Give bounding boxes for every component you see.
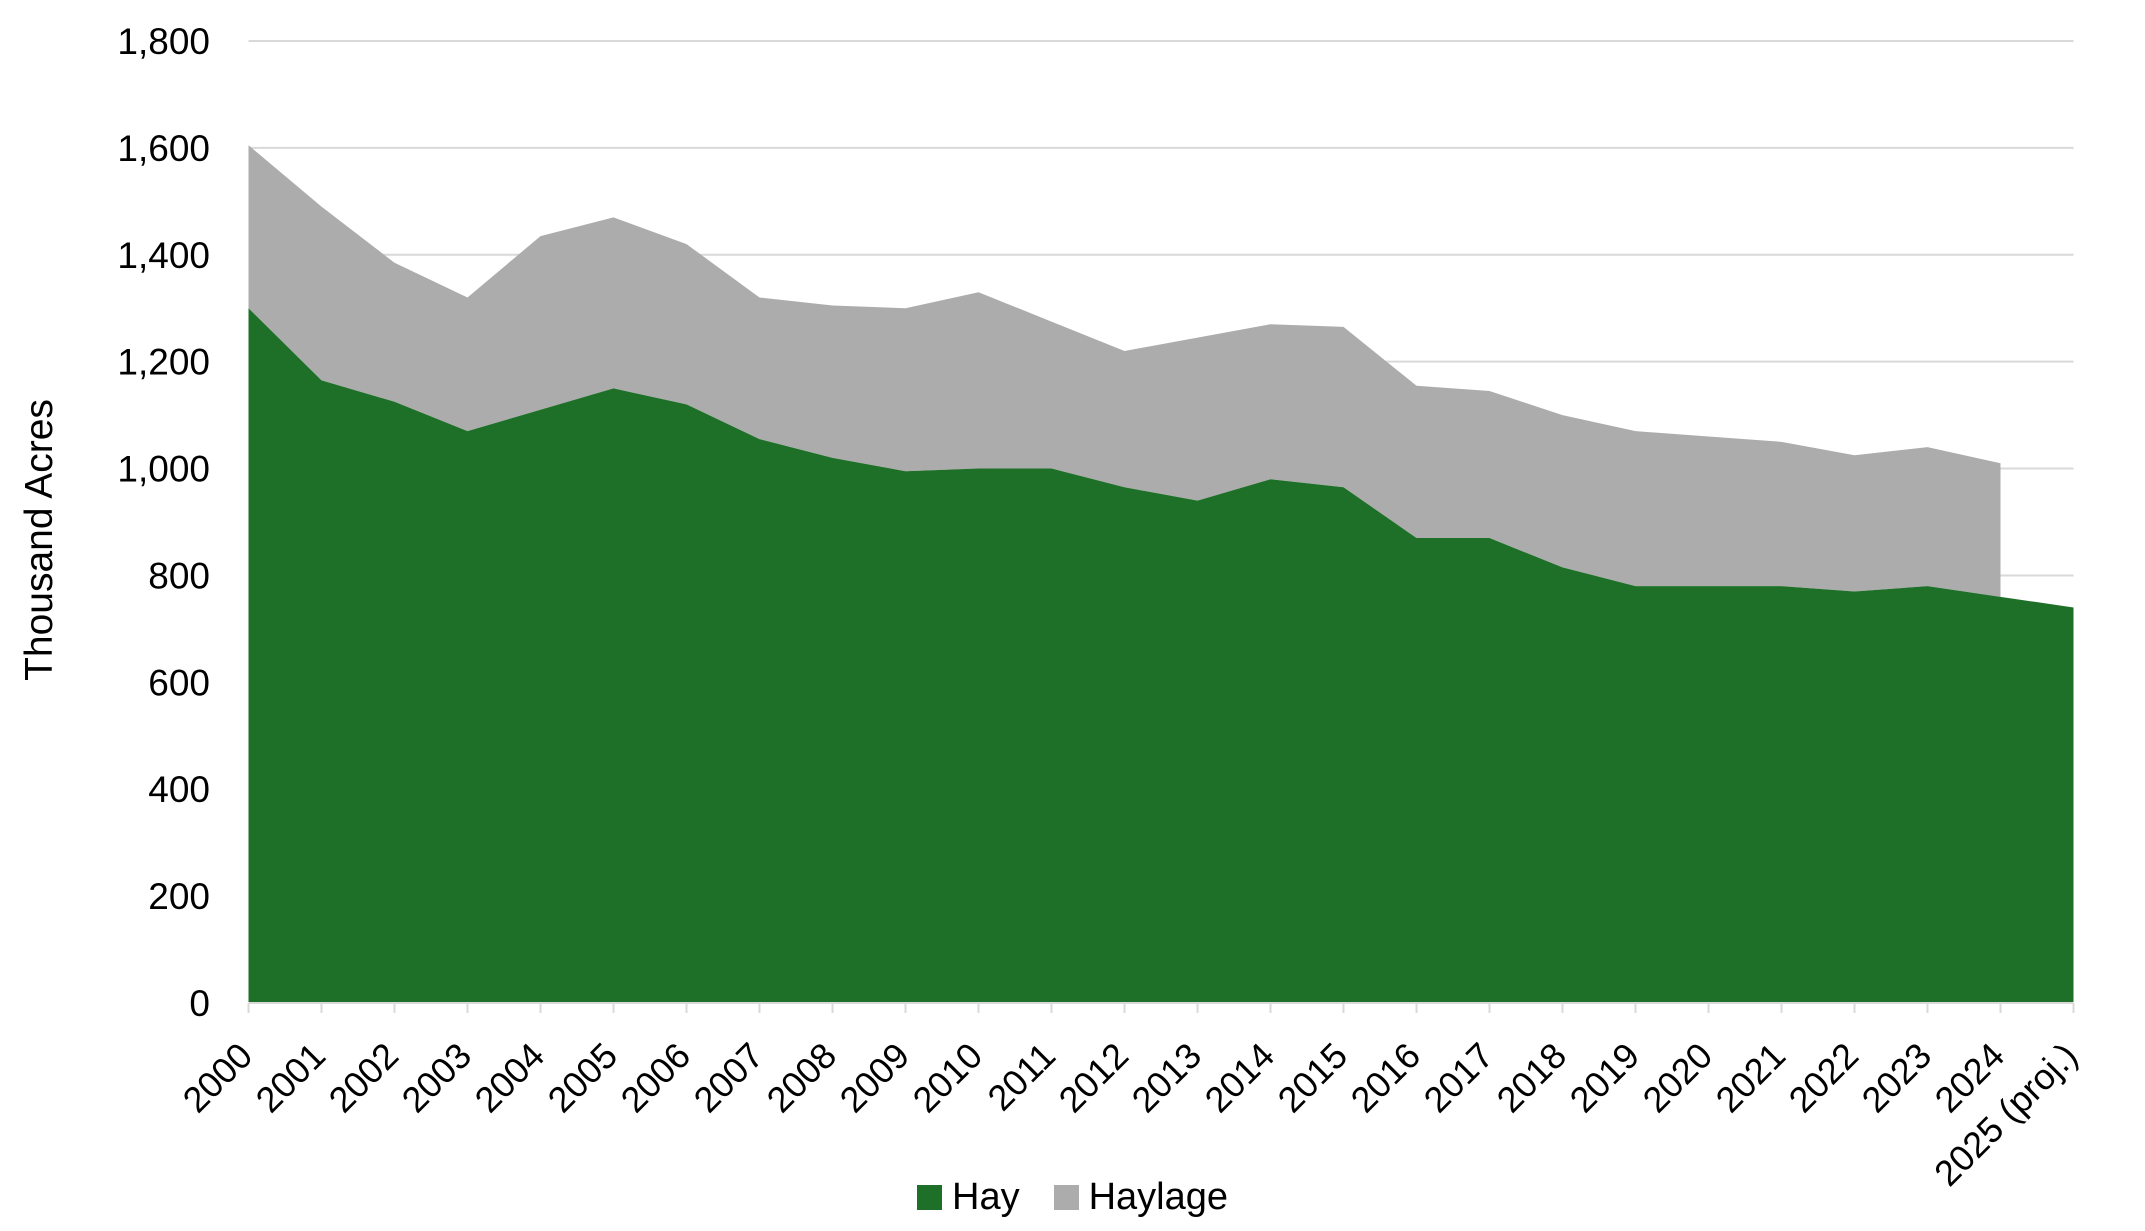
hay-area	[248, 308, 2074, 1003]
x-tick-label: 2010	[905, 1035, 991, 1121]
legend-label-hay: Hay	[952, 1175, 1020, 1218]
x-tick-label: 2007	[686, 1035, 772, 1121]
y-tick-label: 1,800	[117, 21, 210, 62]
y-tick-label: 1,000	[117, 449, 210, 490]
y-axis-title: Thousand Acres	[18, 399, 61, 681]
x-tick-label: 2023	[1854, 1035, 1940, 1121]
x-tick-label: 2019	[1562, 1035, 1648, 1121]
legend-label-haylage: Haylage	[1088, 1175, 1228, 1218]
x-tick-label: 2002	[321, 1035, 407, 1121]
y-tick-label: 800	[148, 555, 210, 596]
x-tick-label: 2014	[1197, 1035, 1283, 1121]
x-tick-label: 2006	[613, 1035, 699, 1121]
x-tick-label: 2000	[175, 1035, 261, 1121]
x-tick-label: 2015	[1270, 1035, 1356, 1121]
legend-item-haylage: Haylage	[1053, 1175, 1228, 1219]
legend-swatch-haylage	[1053, 1184, 1079, 1210]
y-tick-label: 1,600	[117, 128, 210, 169]
x-tick-label: 2001	[248, 1035, 334, 1121]
x-tick-label: 2021	[1708, 1035, 1794, 1121]
x-tick-label: 2022	[1781, 1035, 1867, 1121]
x-tick-label: 2005	[540, 1035, 626, 1121]
legend-item-hay: Hay	[917, 1176, 1020, 1219]
legend-swatch-hay	[917, 1184, 942, 1210]
y-tick-label: 0	[189, 983, 210, 1024]
x-tick-label: 2004	[467, 1035, 553, 1121]
x-tick-label: 2009	[832, 1035, 918, 1121]
x-tick-label: 2011	[979, 1035, 1063, 1119]
x-tick-label: 2008	[759, 1035, 845, 1121]
x-tick-label: 2016	[1343, 1035, 1429, 1121]
chart-legend: Hay Haylage	[0, 1173, 2145, 1221]
x-tick-label: 2020	[1635, 1035, 1721, 1121]
x-tick-label: 2003	[394, 1035, 480, 1121]
y-tick-label: 1,400	[117, 235, 210, 276]
y-tick-label: 200	[148, 876, 210, 917]
x-tick-label: 2013	[1124, 1035, 1210, 1121]
y-tick-label: 1,200	[117, 342, 210, 383]
haylage-area	[248, 145, 2001, 597]
y-tick-label: 600	[148, 662, 210, 703]
y-tick-label: 400	[148, 769, 210, 810]
x-tick-label: 2012	[1051, 1035, 1137, 1121]
x-tick-label: 2017	[1416, 1035, 1502, 1121]
x-tick-label: 2018	[1489, 1035, 1575, 1121]
